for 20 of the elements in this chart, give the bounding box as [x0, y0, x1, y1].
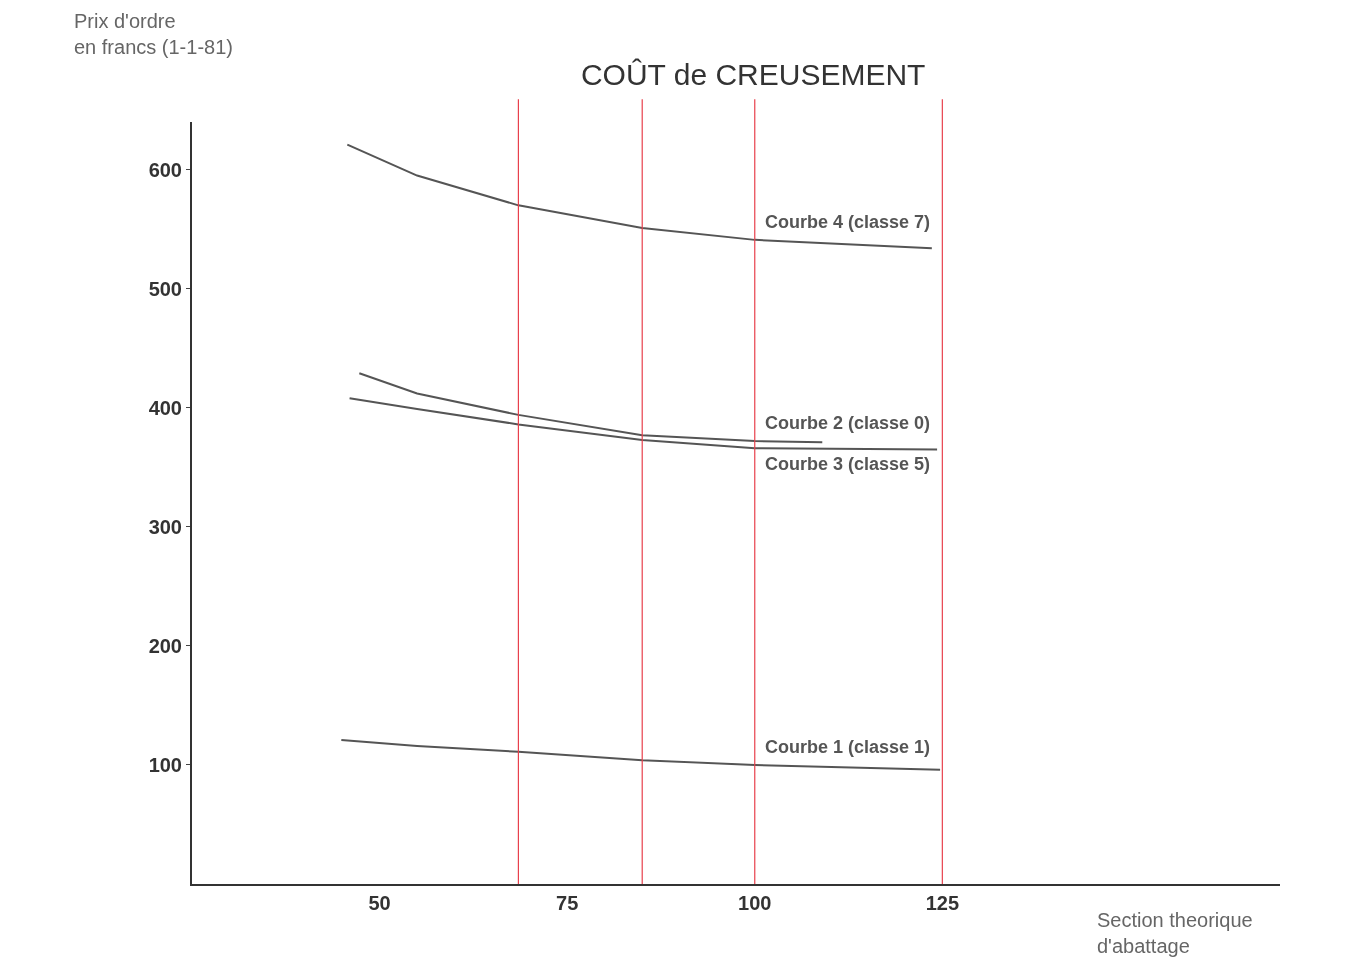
x-tick-label: 100: [738, 892, 772, 914]
line-series: [348, 397, 939, 451]
y-tick-label: 600: [148, 158, 182, 181]
line-series: [340, 738, 942, 771]
y-tick-label: 200: [148, 634, 182, 657]
x-axis-title: Section theorique d'abattage: [1097, 909, 1253, 957]
x-tick-label: 125: [925, 892, 960, 914]
series-label: Courbe 4 (classe 7): [765, 212, 931, 232]
y-tick-label: 400: [148, 396, 182, 419]
line-series: [346, 143, 933, 250]
x-tick-label: 75: [556, 892, 579, 914]
y-tick-label: 500: [148, 277, 182, 300]
chart-title: COÛT de CREUSEMENT: [580, 57, 926, 91]
y-axis-title: Prix d'ordre en francs (1-1-81): [74, 10, 233, 58]
series-label: Courbe 1 (classe 1): [765, 737, 931, 757]
series-label: Courbe 3 (classe 5): [765, 454, 931, 474]
y-tick-label: 300: [148, 515, 182, 538]
x-tick-label: 50: [368, 892, 391, 914]
y-tick-label: 100: [148, 753, 182, 776]
series-label: Courbe 2 (classe 0): [765, 413, 931, 433]
